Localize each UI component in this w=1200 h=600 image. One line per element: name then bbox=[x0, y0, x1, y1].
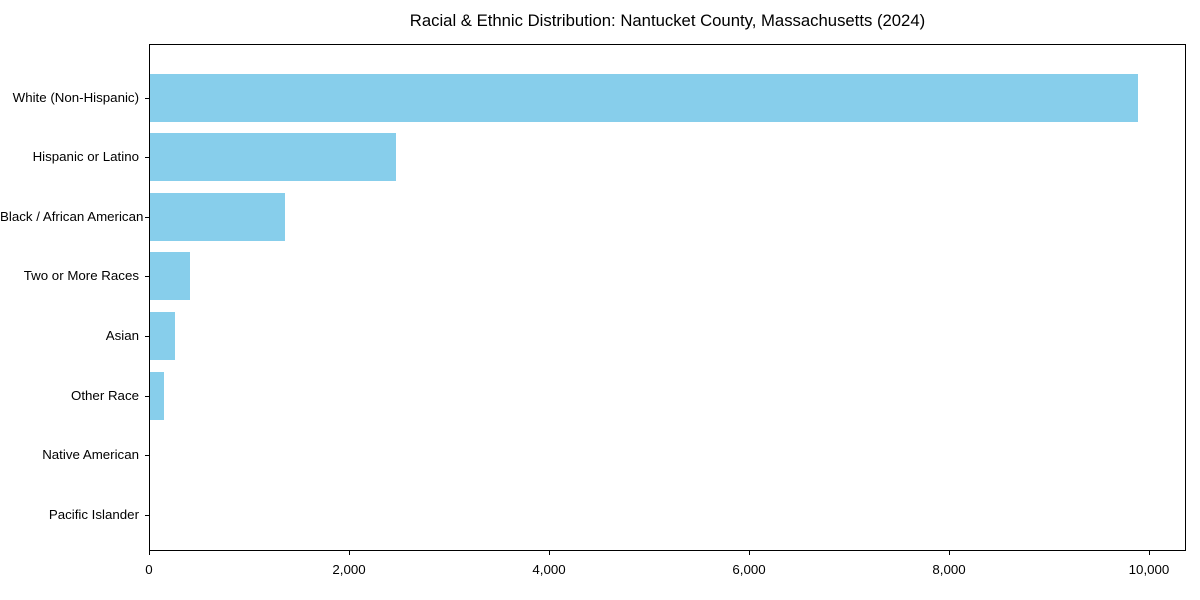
y-tick-mark bbox=[145, 276, 149, 278]
y-tick-mark bbox=[145, 97, 149, 99]
y-tick-label-white-non-hispanic: White (Non-Hispanic) bbox=[12, 89, 139, 105]
x-tick-label-8-000: 8,000 bbox=[932, 562, 966, 577]
y-tick-label-pacific-islander: Pacific Islander bbox=[48, 506, 139, 522]
bar-other-race bbox=[150, 371, 164, 420]
bar-hispanic-or-latino bbox=[150, 133, 396, 182]
y-tick-label-black-african-american: Black / African American bbox=[0, 208, 144, 224]
x-tick-mark bbox=[749, 551, 750, 555]
x-tick-mark bbox=[149, 551, 150, 555]
y-tick-mark bbox=[145, 216, 149, 218]
chart-title: Racial & Ethnic Distribution: Nantucket … bbox=[409, 11, 926, 30]
bar-asian bbox=[150, 311, 175, 360]
x-tick-label-10-000: 10,000 bbox=[1128, 562, 1170, 577]
x-tick-mark bbox=[1149, 551, 1150, 555]
bar-white-non-hispanic bbox=[150, 73, 1138, 122]
y-tick-label-native-american: Native American bbox=[42, 447, 139, 463]
y-tick-label-hispanic-or-latino: Hispanic or Latino bbox=[32, 149, 139, 165]
y-tick-mark bbox=[145, 395, 149, 397]
bar-two-or-more-races bbox=[150, 252, 190, 301]
x-tick-label-0: 0 bbox=[145, 562, 153, 577]
y-tick-label-asian: Asian bbox=[105, 327, 139, 343]
y-tick-mark bbox=[145, 335, 149, 337]
y-tick-mark bbox=[145, 514, 149, 516]
bar-black-african-american bbox=[150, 192, 285, 241]
plot-area bbox=[149, 44, 1186, 551]
y-tick-mark bbox=[145, 157, 149, 159]
x-tick-label-2-000: 2,000 bbox=[332, 562, 366, 577]
y-tick-label-other-race: Other Race bbox=[71, 387, 139, 403]
x-tick-mark bbox=[949, 551, 950, 555]
y-tick-mark bbox=[145, 455, 149, 457]
x-tick-mark bbox=[349, 551, 350, 555]
x-tick-label-4-000: 4,000 bbox=[532, 562, 566, 577]
x-tick-label-6-000: 6,000 bbox=[732, 562, 766, 577]
x-tick-mark bbox=[549, 551, 550, 555]
y-tick-label-two-or-more-races: Two or More Races bbox=[23, 268, 139, 284]
